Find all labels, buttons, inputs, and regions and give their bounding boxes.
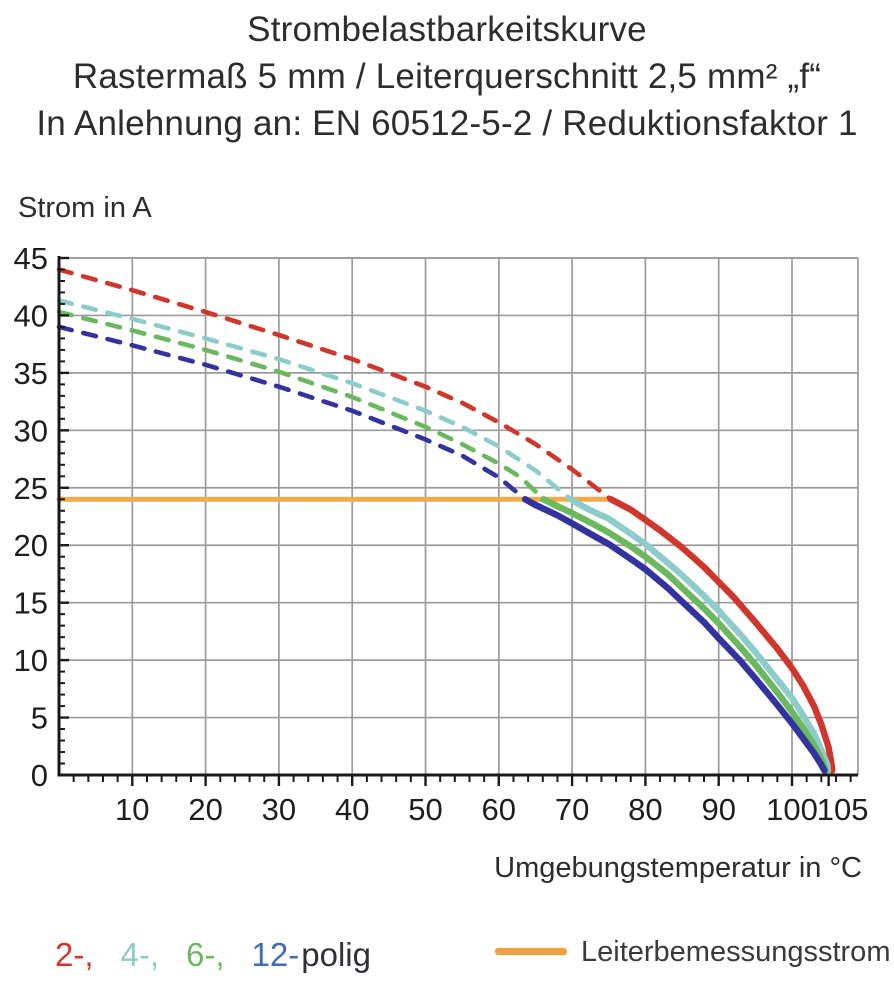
y-tick-label: 5 (31, 701, 48, 736)
chart-title-block: Strombelastbarkeitskurve Rastermaß 5 mm … (0, 6, 894, 147)
curve-dashed-4-polig (56, 298, 573, 502)
legend-item-4polig: 4-, (120, 936, 160, 973)
chart-title: Strombelastbarkeitskurve (247, 10, 647, 49)
x-tick-label: 40 (335, 792, 369, 827)
y-tick-label: 45 (14, 241, 48, 276)
x-tick-label: 10 (115, 792, 149, 827)
curve-solid-6-polig (540, 496, 829, 774)
curve-solid-2-polig (607, 496, 836, 774)
curve-solid-4-polig (567, 496, 832, 774)
chart-subtitle-standard: In Anlehnung an: EN 60512-5-2 / Reduktio… (36, 104, 858, 143)
y-tick-label: 30 (14, 413, 48, 448)
rated-current-line-swatch (495, 948, 567, 955)
y-tick-label: 20 (14, 528, 48, 563)
y-tick-label: 35 (14, 356, 48, 391)
legend-item-6polig: 6-, (186, 936, 225, 973)
x-tick-label: 30 (262, 792, 296, 827)
y-tick-label: 10 (14, 643, 48, 678)
x-tick-label: 80 (628, 792, 662, 827)
y-tick-label: 15 (14, 586, 48, 621)
x-tick-label: 90 (701, 792, 735, 827)
curve-dashed-12-polig (56, 324, 528, 502)
x-tick-label: 105 (817, 792, 869, 827)
x-tick-label: 50 (408, 792, 442, 827)
chart-subtitle-dimensions: Rastermaß 5 mm / Leiterquerschnitt 2,5 m… (72, 57, 822, 96)
legend-item-2polig: 2-, (55, 936, 94, 973)
x-tick-label: 70 (555, 792, 589, 827)
pole-count-legend: 2-, 4-, 6-, 12-polig (55, 936, 371, 974)
curve-solid-12-polig (521, 496, 828, 774)
curve-dashed-6-polig (56, 309, 546, 502)
y-axis-label: Strom in A (18, 192, 152, 224)
x-tick-label: 100 (766, 792, 818, 827)
y-tick-label: 25 (14, 471, 48, 506)
rated-current-label: Leiterbemessungsstrom (581, 936, 891, 968)
legend-polig-suffix: polig (301, 936, 371, 973)
rated-current-legend: Leiterbemessungsstrom (495, 936, 890, 969)
legend-row: 2-, 4-, 6-, 12-polig Leiterbemessungsstrom (0, 936, 894, 988)
y-tick-label: 0 (31, 758, 48, 793)
x-tick-label: 60 (482, 792, 516, 827)
legend-item-12polig: 12- (251, 936, 300, 973)
y-tick-label: 40 (14, 298, 48, 333)
curve-dashed-2-polig (56, 267, 614, 502)
x-tick-label: 20 (188, 792, 222, 827)
x-axis-label: Umgebungstemperatur in °C (494, 852, 862, 884)
